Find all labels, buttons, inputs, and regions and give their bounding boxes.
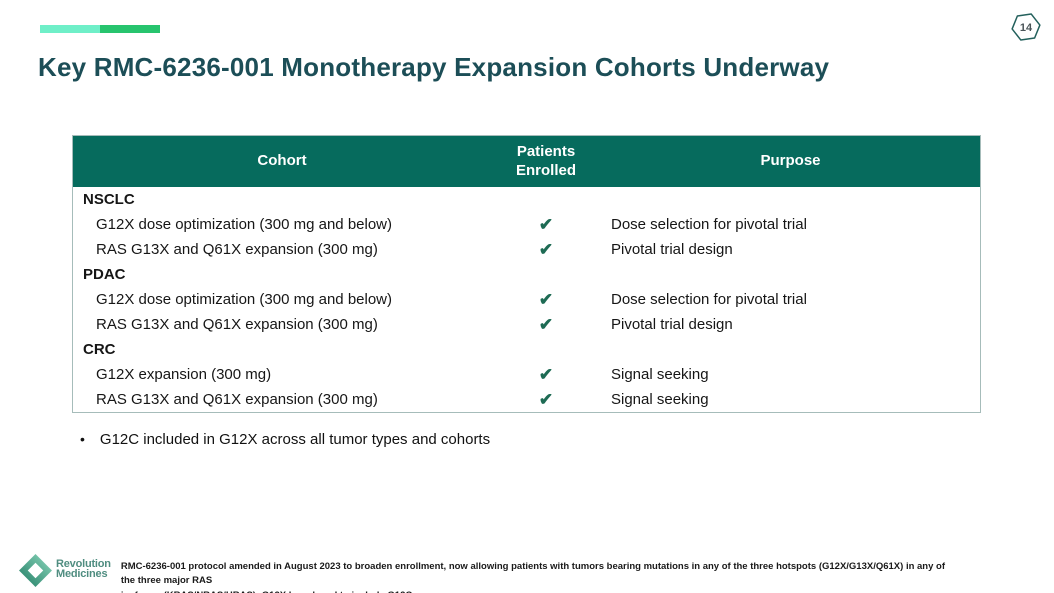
- cohort-cell: G12X dose optimization (300 mg and below…: [96, 216, 393, 233]
- table-row: RAS G13X and Q61X expansion (300 mg) ✔ S…: [73, 387, 980, 412]
- column-header-purpose: Purpose: [760, 152, 821, 170]
- cohort-cell: G12X dose optimization (300 mg and below…: [96, 291, 393, 308]
- cohort-group-label: CRC: [83, 341, 116, 358]
- cohort-cell: RAS G13X and Q61X expansion (300 mg): [96, 241, 378, 258]
- table-row-group-crc: CRC: [73, 337, 980, 362]
- footnote-line1: RMC-6236-001 protocol amended in August …: [120, 561, 946, 587]
- page-number-badge: 14: [1008, 11, 1044, 45]
- cohort-table: Cohort Patients Enrolled Purpose NSCLC G…: [72, 135, 981, 413]
- cohort-cell: G12X expansion (300 mg): [96, 366, 272, 383]
- table-row: RAS G13X and Q61X expansion (300 mg) ✔ P…: [73, 312, 980, 337]
- table-row-group-pdac: PDAC: [73, 262, 980, 287]
- cohort-cell: RAS G13X and Q61X expansion (300 mg): [96, 316, 378, 333]
- purpose-cell: Dose selection for pivotal trial: [611, 216, 807, 233]
- page-title: Key RMC-6236-001 Monotherapy Expansion C…: [38, 52, 830, 82]
- table-row: RAS G13X and Q61X expansion (300 mg) ✔ P…: [73, 237, 980, 262]
- page-number: 14: [1019, 22, 1033, 34]
- checkmark-icon: ✔: [538, 215, 554, 234]
- table-row: G12X dose optimization (300 mg and below…: [73, 287, 980, 312]
- table-header-row: Cohort Patients Enrolled Purpose: [73, 136, 980, 187]
- footnote-line2: isoforms (KRAS/NRAS/HRAS); G12X broadene…: [121, 589, 956, 593]
- revolution-medicines-logo-icon: [19, 554, 52, 587]
- purpose-cell: Pivotal trial design: [611, 316, 733, 333]
- table-row: G12X dose optimization (300 mg and below…: [73, 212, 980, 237]
- accent-bar: [40, 25, 160, 33]
- purpose-cell: Signal seeking: [611, 391, 709, 408]
- bullet-icon: •: [80, 431, 85, 447]
- cohort-group-label: PDAC: [83, 266, 126, 283]
- accent-bar-right-segment: [100, 25, 160, 33]
- cohort-cell: RAS G13X and Q61X expansion (300 mg): [96, 391, 378, 408]
- table-body: NSCLC G12X dose optimization (300 mg and…: [73, 187, 980, 412]
- bullet-text: G12C included in G12X across all tumor t…: [99, 431, 491, 448]
- checkmark-icon: ✔: [538, 365, 554, 384]
- purpose-cell: Pivotal trial design: [611, 241, 733, 258]
- footnote: RMC-6236-001 protocol amended in August …: [121, 560, 956, 593]
- purpose-cell: Dose selection for pivotal trial: [611, 291, 807, 308]
- logo-line2: Medicines: [56, 568, 108, 581]
- checkmark-icon: ✔: [538, 290, 554, 309]
- purpose-cell: Signal seeking: [611, 366, 709, 383]
- column-header-patients-enrolled: Patients Enrolled: [515, 142, 576, 179]
- checkmark-icon: ✔: [538, 315, 554, 334]
- footer: Revolution Medicines RMC-6236-001 protoc…: [18, 553, 956, 593]
- cohort-group-label: NSCLC: [83, 191, 135, 208]
- checkmark-icon: ✔: [538, 240, 554, 259]
- table-row-group-nsclc: NSCLC: [73, 187, 980, 212]
- checkmark-icon: ✔: [538, 390, 554, 409]
- table-row: G12X expansion (300 mg) ✔ Signal seeking: [73, 362, 980, 387]
- bullet-note: • G12C included in G12X across all tumor…: [80, 431, 490, 448]
- column-header-cohort: Cohort: [257, 152, 307, 170]
- logo-wordmark: Revolution Medicines: [56, 558, 111, 581]
- hexagon-icon: [1011, 13, 1041, 41]
- accent-bar-left-segment: [40, 25, 100, 33]
- logo-line1: Revolution: [56, 558, 111, 570]
